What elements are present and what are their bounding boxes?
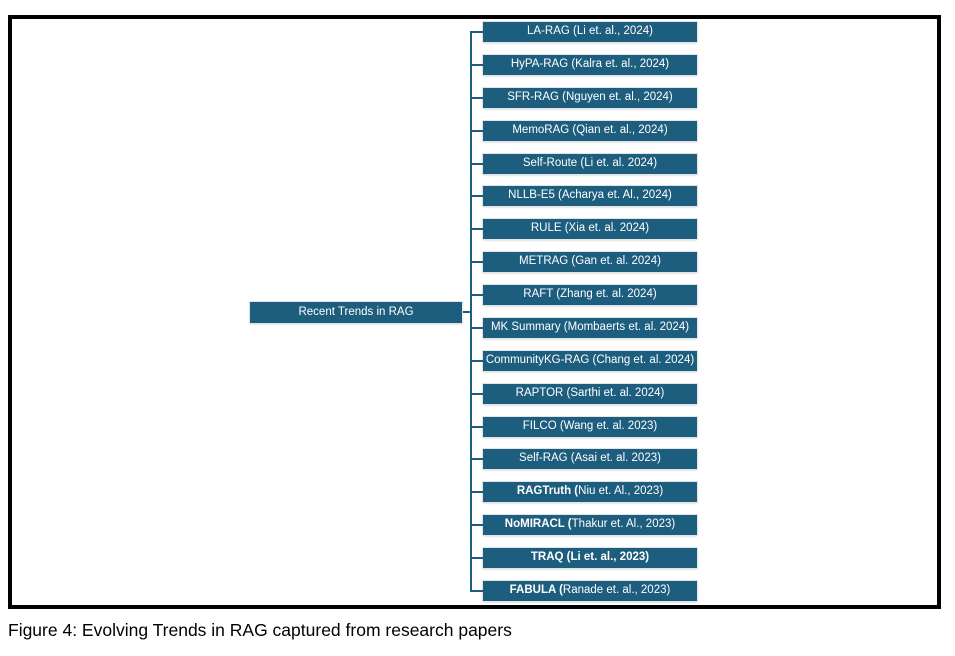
tree-node: HyPA-RAG (Kalra et. al., 2024) <box>470 55 697 75</box>
connector-stub <box>470 590 483 592</box>
tree-node: TRAQ (Li et. al., 2023) <box>470 548 697 568</box>
connector-stub <box>470 393 483 395</box>
tree-node-label: Self-Route (Li et. al. 2024) <box>522 157 658 170</box>
connector-stub <box>470 97 483 99</box>
tree-node: RAPTOR (Sarthi et. al. 2024) <box>470 384 697 404</box>
tree-node: SFR-RAG (Nguyen et. al., 2024) <box>470 88 697 108</box>
tree-node-label: RAGTruth (Niu et. Al., 2023) <box>516 485 664 498</box>
tree-node-label: LA-RAG (Li et. al., 2024) <box>527 25 653 38</box>
figure-caption: Figure 4: Evolving Trends in RAG capture… <box>8 620 512 640</box>
figure-frame <box>8 15 941 609</box>
connector-stub <box>470 327 483 329</box>
connector-stub <box>470 294 483 296</box>
tree-node-label: FILCO (Wang et. al. 2023) <box>522 420 658 433</box>
tree-node-label: RAPTOR (Sarthi et. al. 2024) <box>515 387 665 400</box>
tree-node-label: MemoRAG (Qian et. al., 2024) <box>512 124 668 137</box>
tree-node: METRAG (Gan et. al. 2024) <box>470 252 697 272</box>
tree-node: RAFT (Zhang et. al. 2024) <box>470 285 697 305</box>
tree-node-label: Self-RAG (Asai et. al. 2023) <box>519 452 661 465</box>
connector-stub <box>470 130 483 132</box>
tree-node-label: CommunityKG-RAG (Chang et. al. 2024) <box>485 354 695 367</box>
tree-node: RAGTruth (Niu et. Al., 2023) <box>470 482 697 502</box>
tree-node-label: MK Summary (Mombaerts et. al. 2024) <box>490 321 690 334</box>
connector-stub <box>470 163 483 165</box>
tree-node-label: RAFT (Zhang et. al. 2024) <box>523 288 657 301</box>
connector-stub <box>470 524 483 526</box>
tree-node: RULE (Xia et. al. 2024) <box>470 219 697 239</box>
connector-trunk <box>470 32 472 592</box>
connector-stub <box>470 195 483 197</box>
connector-stub <box>470 557 483 559</box>
connector-stub <box>470 31 483 33</box>
tree-node-label: TRAQ (Li et. al., 2023) <box>530 551 650 564</box>
connector-root-stub <box>461 311 471 313</box>
tree-node-label: NoMIRACL (Thakur et. Al., 2023) <box>504 518 676 531</box>
connector-stub <box>470 228 483 230</box>
tree-node: MemoRAG (Qian et. al., 2024) <box>470 121 697 141</box>
tree-node: Self-Route (Li et. al. 2024) <box>470 154 697 174</box>
root-node-label: Recent Trends in RAG <box>298 305 414 318</box>
tree-node: NLLB-E5 (Acharya et. Al., 2024) <box>470 186 697 206</box>
tree-node: LA-RAG (Li et. al., 2024) <box>470 22 697 42</box>
tree-node-label: METRAG (Gan et. al. 2024) <box>519 255 661 268</box>
tree-node: FILCO (Wang et. al. 2023) <box>470 417 697 437</box>
connector-stub <box>470 458 483 460</box>
tree-node: Self-RAG (Asai et. al. 2023) <box>470 449 697 469</box>
tree-node-label: RULE (Xia et. al. 2024) <box>530 222 650 235</box>
connector-stub <box>470 64 483 66</box>
connector-stub <box>470 426 483 428</box>
tree-node-label: HyPA-RAG (Kalra et. al., 2024) <box>510 58 670 71</box>
tree-node: FABULA (Ranade et. al., 2023) <box>470 581 697 601</box>
tree-node: MK Summary (Mombaerts et. al. 2024) <box>470 318 697 338</box>
tree-node-label: SFR-RAG (Nguyen et. al., 2024) <box>507 91 673 104</box>
tree-node-label: FABULA (Ranade et. al., 2023) <box>509 584 671 597</box>
tree-node: CommunityKG-RAG (Chang et. al. 2024) <box>470 351 697 371</box>
tree-node: NoMIRACL (Thakur et. Al., 2023) <box>470 515 697 535</box>
connector-stub <box>470 261 483 263</box>
root-node: Recent Trends in RAG <box>250 302 462 323</box>
connector-stub <box>470 360 483 362</box>
connector-stub <box>470 491 483 493</box>
tree-node-label: NLLB-E5 (Acharya et. Al., 2024) <box>508 189 672 202</box>
